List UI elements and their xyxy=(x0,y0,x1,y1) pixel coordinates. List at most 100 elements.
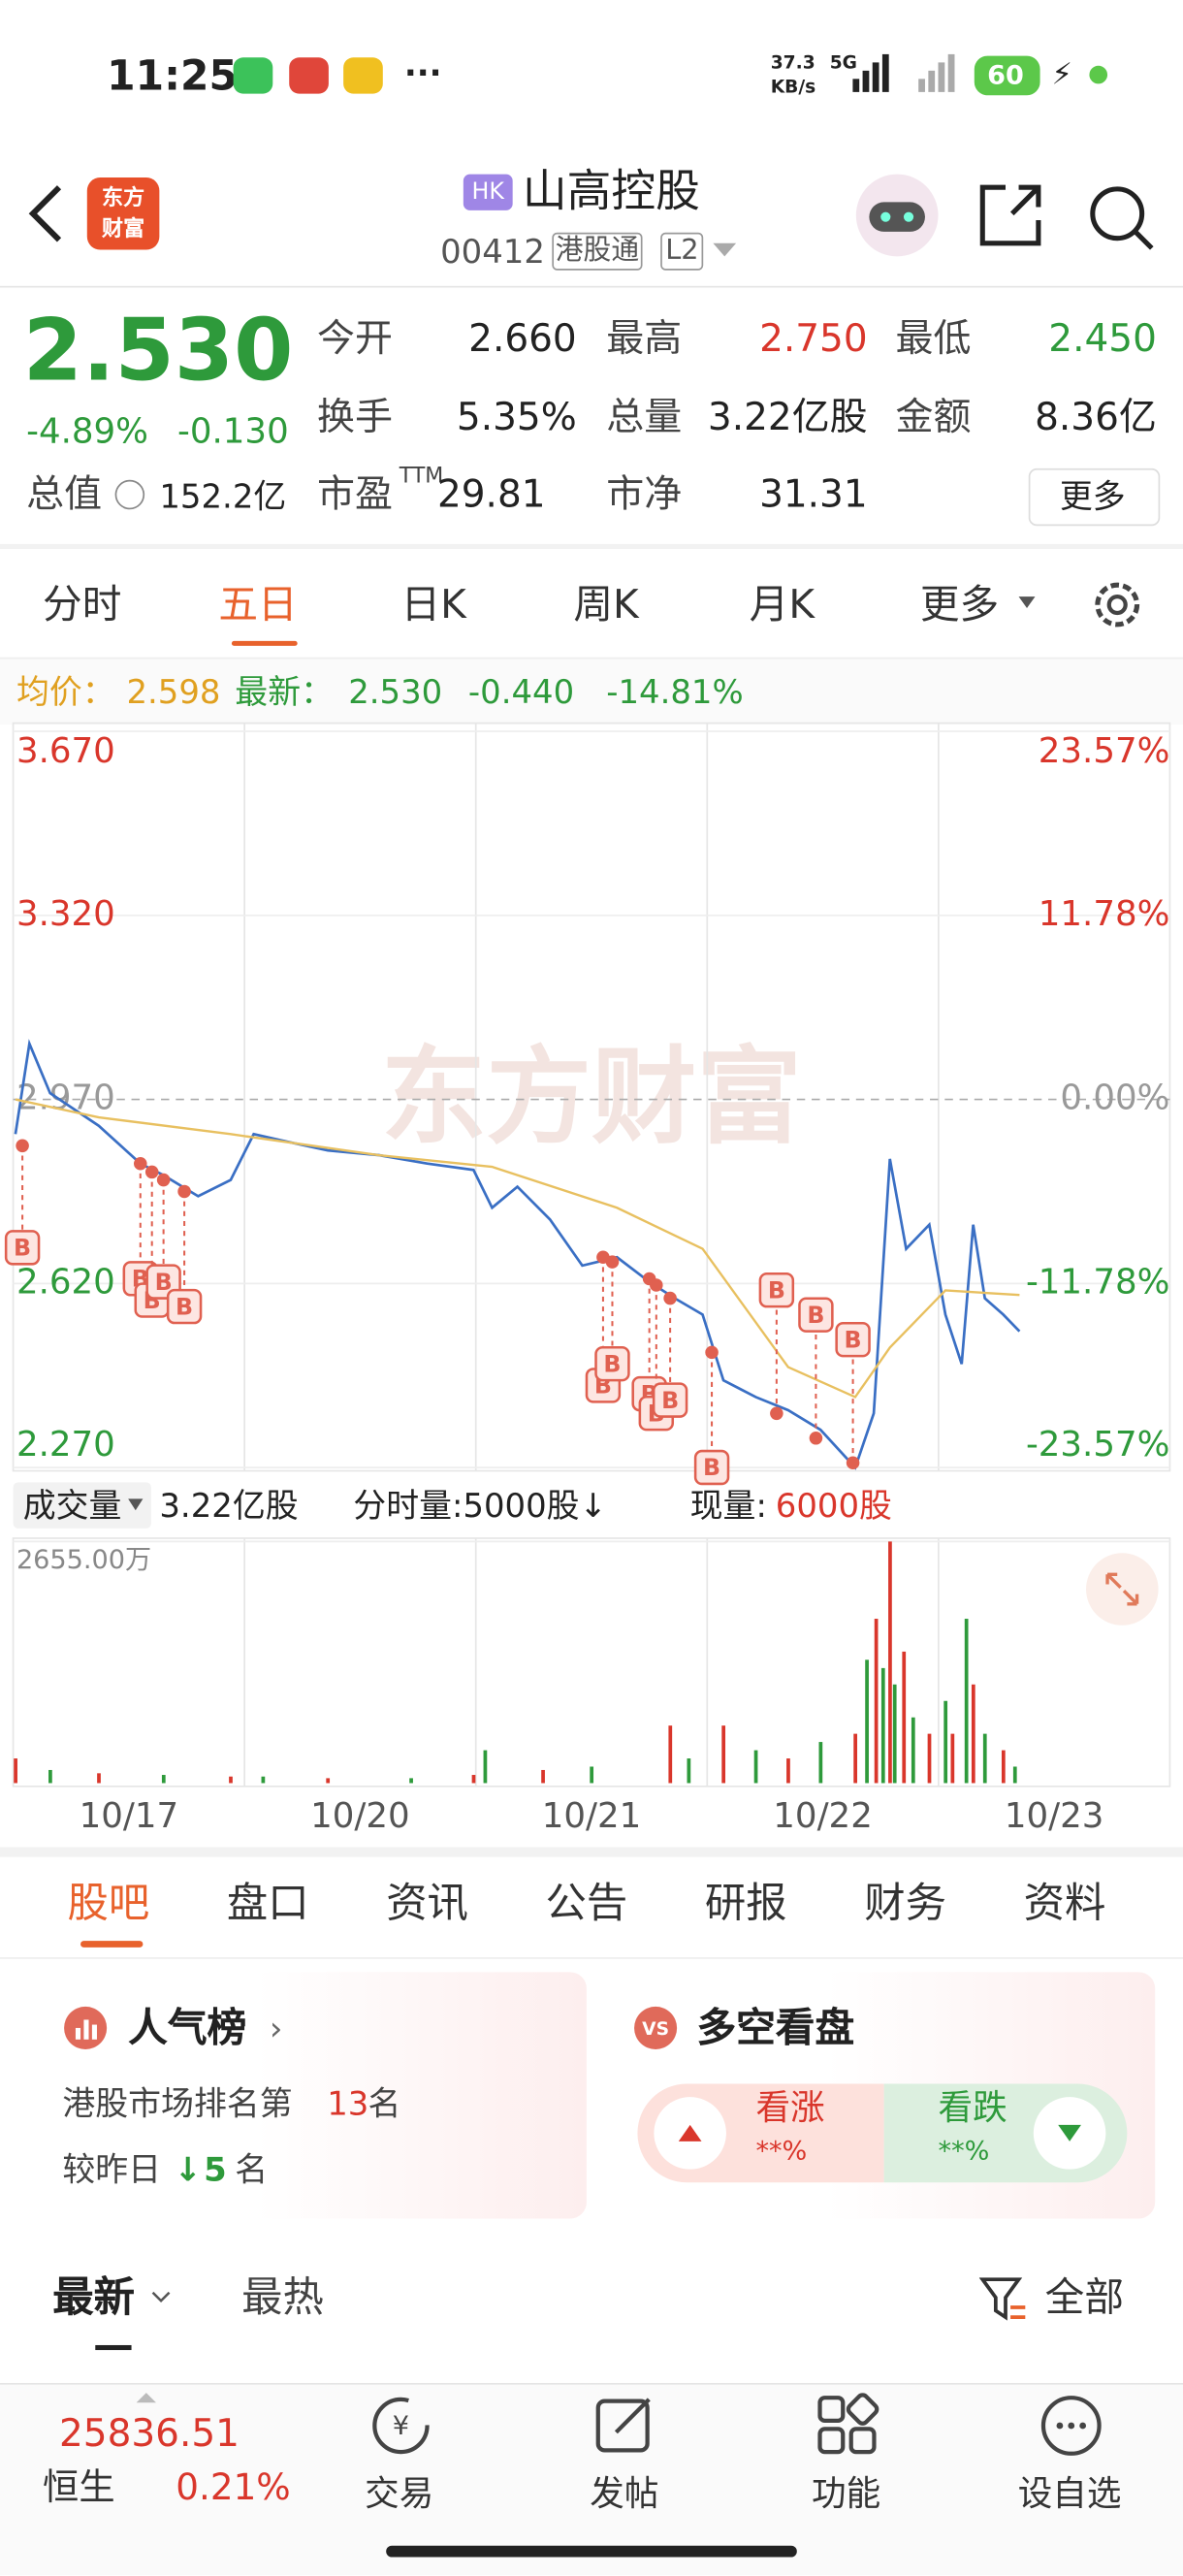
change-pct: -4.89% xyxy=(26,411,149,452)
index-value[interactable]: 25836.51 xyxy=(58,2413,240,2457)
volume-bar xyxy=(541,1769,545,1784)
volume-bar xyxy=(880,1667,885,1784)
index-change[interactable]: 0.21% xyxy=(176,2468,291,2510)
marker-label: B xyxy=(703,1454,720,1481)
nav-item[interactable]: 设自选 xyxy=(1017,2473,1122,2514)
volume-bar xyxy=(818,1742,823,1784)
marker-badge xyxy=(798,1297,834,1333)
robot-avatar[interactable] xyxy=(852,171,942,259)
charging: ⚡ xyxy=(1051,57,1072,92)
more-button[interactable] xyxy=(1028,467,1161,527)
index-name[interactable]: 恒生 xyxy=(43,2468,115,2510)
post-icon[interactable] xyxy=(593,2393,659,2459)
filter-icon[interactable] xyxy=(978,2274,1029,2324)
field-value: 31.31 xyxy=(759,473,868,517)
marker-label: B xyxy=(14,1235,31,1262)
avg-label: 均价： xyxy=(16,672,115,712)
compare-value: 5 xyxy=(204,2149,227,2189)
period-tab-active[interactable]: 五日 xyxy=(218,581,298,628)
popularity-title: 人气榜 xyxy=(128,2005,247,2051)
section-tab[interactable]: 财务 xyxy=(864,1879,947,1927)
latest-label: 最新： xyxy=(235,672,334,712)
section-tab-active[interactable]: 股吧 xyxy=(67,1879,150,1927)
period-tab[interactable]: 日K xyxy=(400,581,466,628)
feed-tab[interactable]: 最热 xyxy=(241,2273,324,2322)
feed-tab-active[interactable]: 最新 xyxy=(52,2273,135,2322)
volume-bar xyxy=(888,1541,892,1784)
back-button[interactable] xyxy=(23,180,73,246)
y-tick-label: 3.320 xyxy=(16,894,115,934)
divider xyxy=(0,1957,1183,1959)
watchlist-icon[interactable] xyxy=(1039,2393,1104,2459)
nav-item[interactable]: 功能 xyxy=(812,2473,881,2514)
marker-badge xyxy=(835,1321,871,1358)
price-line xyxy=(15,1098,1020,1399)
stock-tag: 港股通 xyxy=(552,232,643,271)
period-tab[interactable]: 分时 xyxy=(43,581,122,628)
y-tick-label: 2.270 xyxy=(16,1425,115,1465)
app-icon xyxy=(343,57,383,94)
function-icon[interactable] xyxy=(815,2393,880,2459)
marker-dot xyxy=(177,1184,191,1199)
field-value: 2.450 xyxy=(1048,317,1157,361)
section-tab[interactable]: 资料 xyxy=(1023,1879,1106,1927)
down-arrow: ↓ xyxy=(174,2149,203,2189)
more-label[interactable]: 更多 xyxy=(1059,476,1126,517)
popularity-card[interactable] xyxy=(36,1972,587,2219)
volume-bar xyxy=(590,1766,594,1784)
expand-button[interactable] xyxy=(1084,1552,1160,1627)
period-tab[interactable]: 月K xyxy=(749,581,815,628)
bull-label[interactable]: 看涨 xyxy=(755,2087,825,2128)
bull-icon[interactable] xyxy=(653,2095,728,2171)
y2-tick-label: -23.57% xyxy=(1026,1425,1170,1465)
period-tab[interactable]: 周K xyxy=(573,581,639,628)
volume-bar xyxy=(753,1750,758,1784)
eye-icon[interactable] xyxy=(114,479,145,510)
section-tab[interactable]: 盘口 xyxy=(226,1879,309,1927)
app-logo xyxy=(86,177,160,250)
settings-button[interactable] xyxy=(1088,575,1147,634)
volume-bar xyxy=(261,1776,266,1784)
net-unit: KB/s xyxy=(770,76,816,98)
trade-icon[interactable]: ¥ xyxy=(368,2393,434,2459)
bear-label[interactable]: 看跌 xyxy=(938,2087,1007,2128)
tab-underline xyxy=(95,2344,132,2351)
section-tab[interactable]: 研报 xyxy=(704,1879,787,1927)
volume-total: 3.22亿股 xyxy=(159,1485,299,1526)
dropdown-arrow[interactable] xyxy=(710,240,740,259)
marker-dot xyxy=(156,1173,171,1187)
sentiment-icon: VS xyxy=(634,2006,678,2049)
divider xyxy=(0,1847,1183,1857)
tab-underline xyxy=(231,640,298,646)
volume-bar xyxy=(874,1619,879,1784)
filter-label[interactable]: 全部 xyxy=(1044,2274,1124,2321)
volume-bar xyxy=(971,1684,975,1784)
bear-icon[interactable] xyxy=(1032,2095,1107,2171)
logo-text: 财富 xyxy=(102,217,145,242)
chevron: › xyxy=(269,2008,283,2048)
period-tab[interactable]: 更多 xyxy=(919,581,1000,628)
status-time: 11:25 xyxy=(107,51,238,100)
volume-unit[interactable]: 分时量:5000股↓ xyxy=(353,1485,607,1526)
nav-item[interactable]: 交易 xyxy=(365,2473,434,2514)
watermark: 东方财富 xyxy=(381,1035,802,1158)
search-button[interactable] xyxy=(1084,180,1157,253)
x-tick-label: 10/23 xyxy=(1005,1796,1104,1836)
marker-dot xyxy=(16,1139,29,1153)
net-speed: 37.3 xyxy=(770,51,815,74)
nav-item[interactable]: 发帖 xyxy=(590,2473,659,2514)
volume-label[interactable]: 成交量 xyxy=(22,1485,122,1526)
volume-bar xyxy=(786,1758,790,1784)
marker-badge xyxy=(4,1230,41,1266)
share-button[interactable] xyxy=(975,180,1044,249)
marker-label: B xyxy=(807,1302,824,1329)
marker-dot xyxy=(650,1278,663,1292)
current-volume-label: 现量: xyxy=(689,1485,767,1526)
section-tab[interactable]: 公告 xyxy=(545,1879,628,1927)
section-tab[interactable]: 资讯 xyxy=(386,1879,468,1927)
field-label: 总值 xyxy=(26,473,103,517)
volume-selector[interactable] xyxy=(13,1482,151,1529)
marker-label: B xyxy=(768,1276,785,1304)
